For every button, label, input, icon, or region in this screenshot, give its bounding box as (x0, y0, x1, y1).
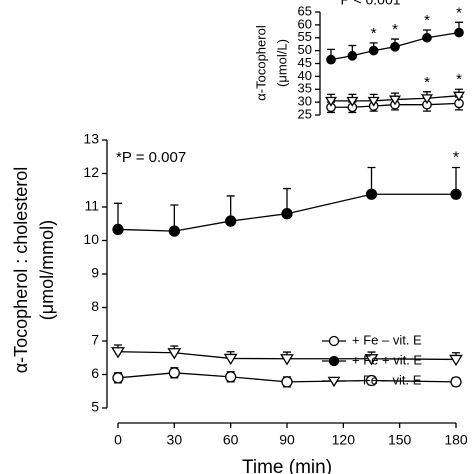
series-line (117, 193, 456, 232)
marker (223, 353, 238, 366)
marker (365, 188, 378, 200)
x-tick-label: 120 (332, 432, 356, 448)
y-tick-label: 10 (83, 231, 99, 247)
marker (168, 225, 180, 237)
significance-mark: * (392, 21, 398, 38)
y-tick-label: 12 (83, 164, 99, 180)
marker (326, 54, 336, 65)
marker (281, 208, 293, 220)
marker (421, 94, 433, 105)
x-tick-label: 180 (444, 432, 468, 448)
marker (111, 347, 125, 359)
marker (112, 223, 124, 236)
x-tick-label: 90 (279, 432, 295, 448)
y-tick-label: 9 (91, 265, 99, 281)
y-axis-label: α-Tocopherol : cholesterol (11, 167, 31, 374)
marker (325, 96, 337, 107)
y-tick-label: 65 (298, 3, 312, 18)
y-tick-label: 40 (298, 68, 312, 83)
y-axis-label: (μmol/L) (274, 39, 289, 87)
y-tick-label: 30 (298, 94, 312, 109)
y-tick-label: 50 (298, 42, 312, 57)
significance-mark: * (424, 12, 430, 29)
y-tick-label: 7 (91, 332, 99, 348)
y-tick-label: 5 (91, 399, 99, 415)
marker (368, 45, 379, 56)
y-tick-label: 55 (298, 29, 312, 44)
marker (328, 355, 340, 367)
legend-label: – Fe – vit. E (352, 372, 422, 387)
x-tick-label: 0 (114, 432, 122, 448)
marker (328, 335, 340, 347)
x-axis-label: Time (min) (242, 457, 332, 474)
y-tick-label: 13 (83, 131, 99, 147)
x-tick-label: 150 (388, 432, 412, 448)
marker (389, 95, 401, 106)
marker (367, 96, 380, 107)
significance-mark: * (371, 25, 377, 42)
series-line (117, 372, 457, 383)
x-tick-label: 30 (167, 432, 183, 448)
y-tick-label: 45 (298, 55, 312, 70)
marker (365, 374, 378, 387)
series-line (331, 95, 460, 102)
marker (450, 188, 462, 200)
marker (327, 376, 341, 388)
marker (225, 371, 237, 383)
significance-mark: * (453, 150, 459, 167)
legend-label: + Fe – vit. E (352, 332, 422, 347)
y-axis-label: α-Tocopherol (253, 25, 268, 101)
marker (280, 354, 294, 366)
marker (390, 41, 400, 52)
x-tick-label: 60 (223, 432, 239, 448)
marker (449, 354, 463, 367)
annotation: *P = 0.007 (116, 149, 186, 166)
marker (346, 96, 359, 107)
y-tick-label: 25 (298, 106, 312, 121)
legend-label: + Fe + vit. E (352, 352, 422, 367)
significance-mark: * (456, 71, 462, 88)
y-tick-label: 35 (298, 81, 312, 96)
y-tick-label: 6 (91, 365, 99, 381)
marker (167, 348, 182, 360)
marker (168, 367, 180, 379)
annotation: *P < 0.001 (335, 0, 401, 8)
significance-mark: * (456, 4, 462, 21)
marker (364, 354, 379, 366)
marker (453, 91, 465, 102)
marker (225, 215, 237, 227)
y-tick-label: 8 (91, 298, 99, 314)
marker (450, 376, 462, 388)
marker (281, 376, 293, 388)
y-tick-label: 60 (298, 16, 312, 31)
y-tick-label: 11 (84, 198, 99, 214)
marker (347, 50, 358, 61)
marker (422, 32, 432, 43)
series-line (117, 351, 457, 361)
marker (454, 27, 464, 38)
marker (112, 372, 124, 384)
significance-mark: * (424, 74, 430, 91)
y-axis-label: (μmol/mmol) (37, 220, 57, 320)
